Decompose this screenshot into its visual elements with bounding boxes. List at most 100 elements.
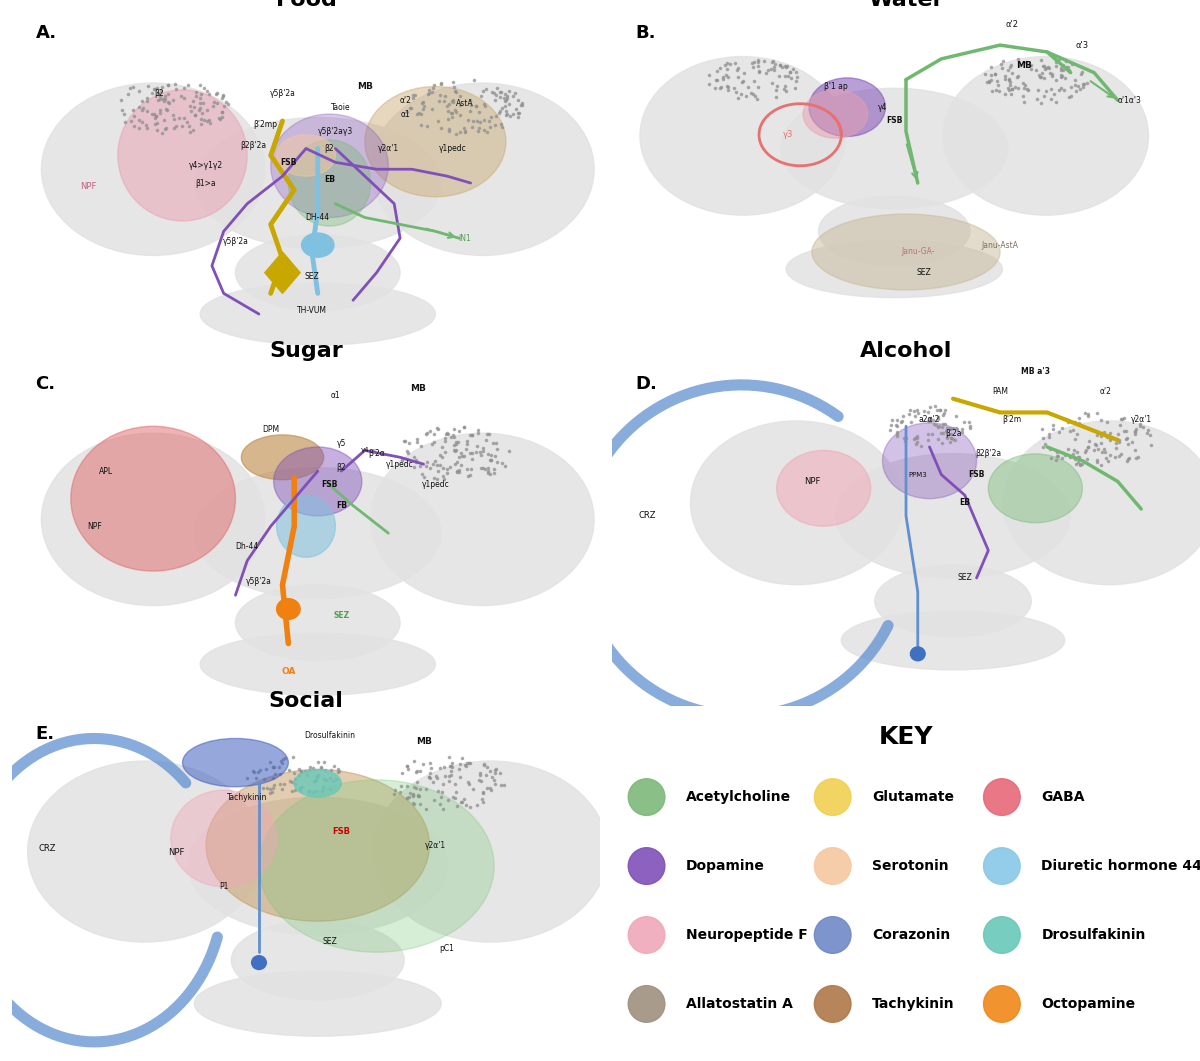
Ellipse shape: [259, 780, 494, 953]
Text: Taoie: Taoie: [331, 103, 352, 111]
Ellipse shape: [911, 647, 925, 661]
Title: Sugar: Sugar: [269, 341, 343, 361]
Text: β'2m: β'2m: [1002, 415, 1021, 423]
Title: Water: Water: [869, 0, 943, 11]
Text: β2β'2a: β2β'2a: [976, 450, 1001, 458]
Text: FB: FB: [336, 501, 347, 510]
Text: γ1pedc: γ1pedc: [439, 144, 467, 153]
Text: SEZ: SEZ: [334, 611, 349, 621]
Text: γ5β'2a: γ5β'2a: [246, 577, 272, 586]
Ellipse shape: [781, 88, 1008, 209]
Ellipse shape: [294, 769, 341, 797]
Ellipse shape: [28, 761, 262, 942]
Title: Alcohol: Alcohol: [860, 341, 952, 361]
Text: DH-44: DH-44: [306, 213, 330, 222]
Ellipse shape: [984, 779, 1020, 816]
Ellipse shape: [71, 427, 235, 571]
Text: β2: β2: [336, 464, 346, 472]
Ellipse shape: [629, 779, 665, 816]
Text: NPF: NPF: [86, 522, 102, 530]
Text: Drosulfakinin: Drosulfakinin: [304, 731, 355, 740]
Text: γ5β'2a: γ5β'2a: [270, 89, 295, 98]
Text: Dh-44: Dh-44: [235, 542, 259, 552]
Ellipse shape: [629, 986, 665, 1023]
Text: GABA: GABA: [1042, 790, 1085, 804]
Ellipse shape: [206, 769, 430, 921]
Text: a2α'2: a2α'2: [919, 415, 941, 423]
Text: MB: MB: [356, 82, 373, 91]
Text: SEZ: SEZ: [305, 272, 319, 280]
Text: α1: α1: [330, 390, 341, 400]
Text: β'1 ap: β'1 ap: [823, 82, 847, 91]
Ellipse shape: [241, 435, 324, 480]
Text: β2β'2a: β2β'2a: [240, 141, 266, 150]
Ellipse shape: [288, 140, 371, 226]
Text: Janu-GA-: Janu-GA-: [901, 247, 935, 257]
Ellipse shape: [373, 761, 608, 942]
Text: γ5β'2aγ3: γ5β'2aγ3: [318, 127, 353, 136]
Ellipse shape: [776, 450, 871, 526]
Text: α'2: α'2: [1006, 20, 1019, 29]
Text: NPF: NPF: [168, 848, 185, 856]
Text: B.: B.: [636, 24, 656, 42]
Ellipse shape: [252, 956, 266, 970]
Text: PAM: PAM: [992, 387, 1008, 396]
Ellipse shape: [989, 454, 1082, 523]
Ellipse shape: [629, 917, 665, 954]
Text: Acetylcholine: Acetylcholine: [686, 790, 791, 804]
Text: α'1α'3: α'1α'3: [1117, 95, 1141, 105]
Text: α'2: α'2: [1100, 387, 1112, 396]
Ellipse shape: [271, 114, 389, 218]
Text: TH-VUM: TH-VUM: [296, 307, 326, 315]
Text: PPM3: PPM3: [908, 471, 928, 477]
Text: MB: MB: [1015, 62, 1032, 70]
Text: FSB: FSB: [886, 117, 902, 125]
Text: γ2α'1: γ2α'1: [425, 841, 446, 850]
Text: Tachykinin: Tachykinin: [872, 997, 955, 1011]
Text: γ5β'2a: γ5β'2a: [222, 238, 248, 246]
Ellipse shape: [1003, 421, 1200, 585]
Text: β2: β2: [325, 144, 335, 153]
Ellipse shape: [875, 566, 1031, 637]
Ellipse shape: [640, 56, 846, 215]
Text: FSB: FSB: [322, 481, 337, 489]
Text: Octopamine: Octopamine: [1042, 997, 1135, 1011]
Ellipse shape: [194, 468, 442, 598]
Ellipse shape: [690, 421, 902, 585]
Ellipse shape: [984, 917, 1020, 954]
Text: β'2a: β'2a: [944, 429, 961, 437]
Ellipse shape: [835, 454, 1070, 578]
Title: Social: Social: [269, 691, 343, 711]
Ellipse shape: [42, 433, 265, 606]
Text: NPF: NPF: [80, 182, 97, 191]
Ellipse shape: [365, 86, 506, 197]
Ellipse shape: [170, 790, 276, 887]
Text: Serotonin: Serotonin: [872, 859, 949, 873]
Ellipse shape: [984, 986, 1020, 1023]
Text: γ4>γ1γ2: γ4>γ1γ2: [188, 161, 223, 170]
Text: Drosulfakinin: Drosulfakinin: [1042, 928, 1146, 942]
Text: γ2α'1: γ2α'1: [378, 144, 398, 153]
Ellipse shape: [629, 848, 665, 885]
Text: SEZ: SEZ: [958, 574, 972, 582]
Ellipse shape: [984, 848, 1020, 885]
Ellipse shape: [200, 633, 436, 695]
Text: SEZ: SEZ: [322, 938, 337, 946]
Text: FSB: FSB: [332, 828, 350, 836]
Text: γ2α'1: γ2α'1: [1130, 415, 1152, 423]
Ellipse shape: [277, 598, 300, 620]
Ellipse shape: [815, 848, 851, 885]
Text: EB: EB: [959, 498, 971, 506]
Text: DPM: DPM: [262, 425, 280, 434]
Ellipse shape: [809, 77, 886, 137]
Ellipse shape: [182, 738, 288, 787]
Text: OA: OA: [281, 666, 295, 676]
Text: MB: MB: [415, 737, 432, 746]
Ellipse shape: [803, 90, 868, 138]
Text: NPF: NPF: [804, 477, 820, 486]
Text: γ1pedc: γ1pedc: [386, 459, 414, 469]
Text: γ4: γ4: [360, 448, 370, 453]
Ellipse shape: [841, 611, 1064, 669]
Polygon shape: [265, 251, 300, 293]
Title: Food: Food: [276, 0, 336, 11]
